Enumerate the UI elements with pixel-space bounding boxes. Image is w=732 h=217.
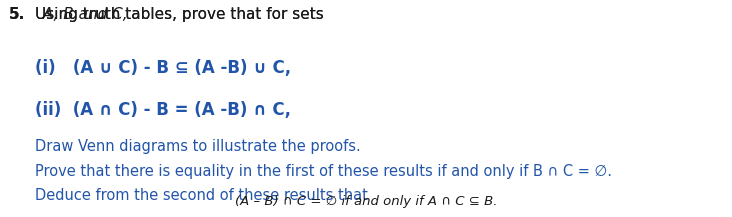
Text: (ii)  (A ∩ C) - B = (A -B) ∩ C,: (ii) (A ∩ C) - B = (A -B) ∩ C, [35,101,291,119]
Text: 5.: 5. [9,7,25,21]
Text: Using truth tables, prove that for sets: Using truth tables, prove that for sets [35,7,329,21]
Text: Draw Venn diagrams to illustrate the proofs.: Draw Venn diagrams to illustrate the pro… [35,139,361,154]
Text: A, B and C,: A, B and C, [38,7,128,21]
Text: Using truth tables, prove that for sets: Using truth tables, prove that for sets [35,7,329,21]
Text: (A – B) ∩ C = ∅ if and only if A ∩ C ⊆ B.: (A – B) ∩ C = ∅ if and only if A ∩ C ⊆ B… [235,195,497,208]
Text: (i)   (A ∪ C) - B ⊆ (A -B) ∪ C,: (i) (A ∪ C) - B ⊆ (A -B) ∪ C, [35,59,291,77]
Text: Deduce from the second of these results that: Deduce from the second of these results … [35,188,368,203]
Text: Prove that there is equality in the first of these results if and only if B ∩ C : Prove that there is equality in the firs… [35,164,612,179]
Text: 5.: 5. [9,7,25,21]
